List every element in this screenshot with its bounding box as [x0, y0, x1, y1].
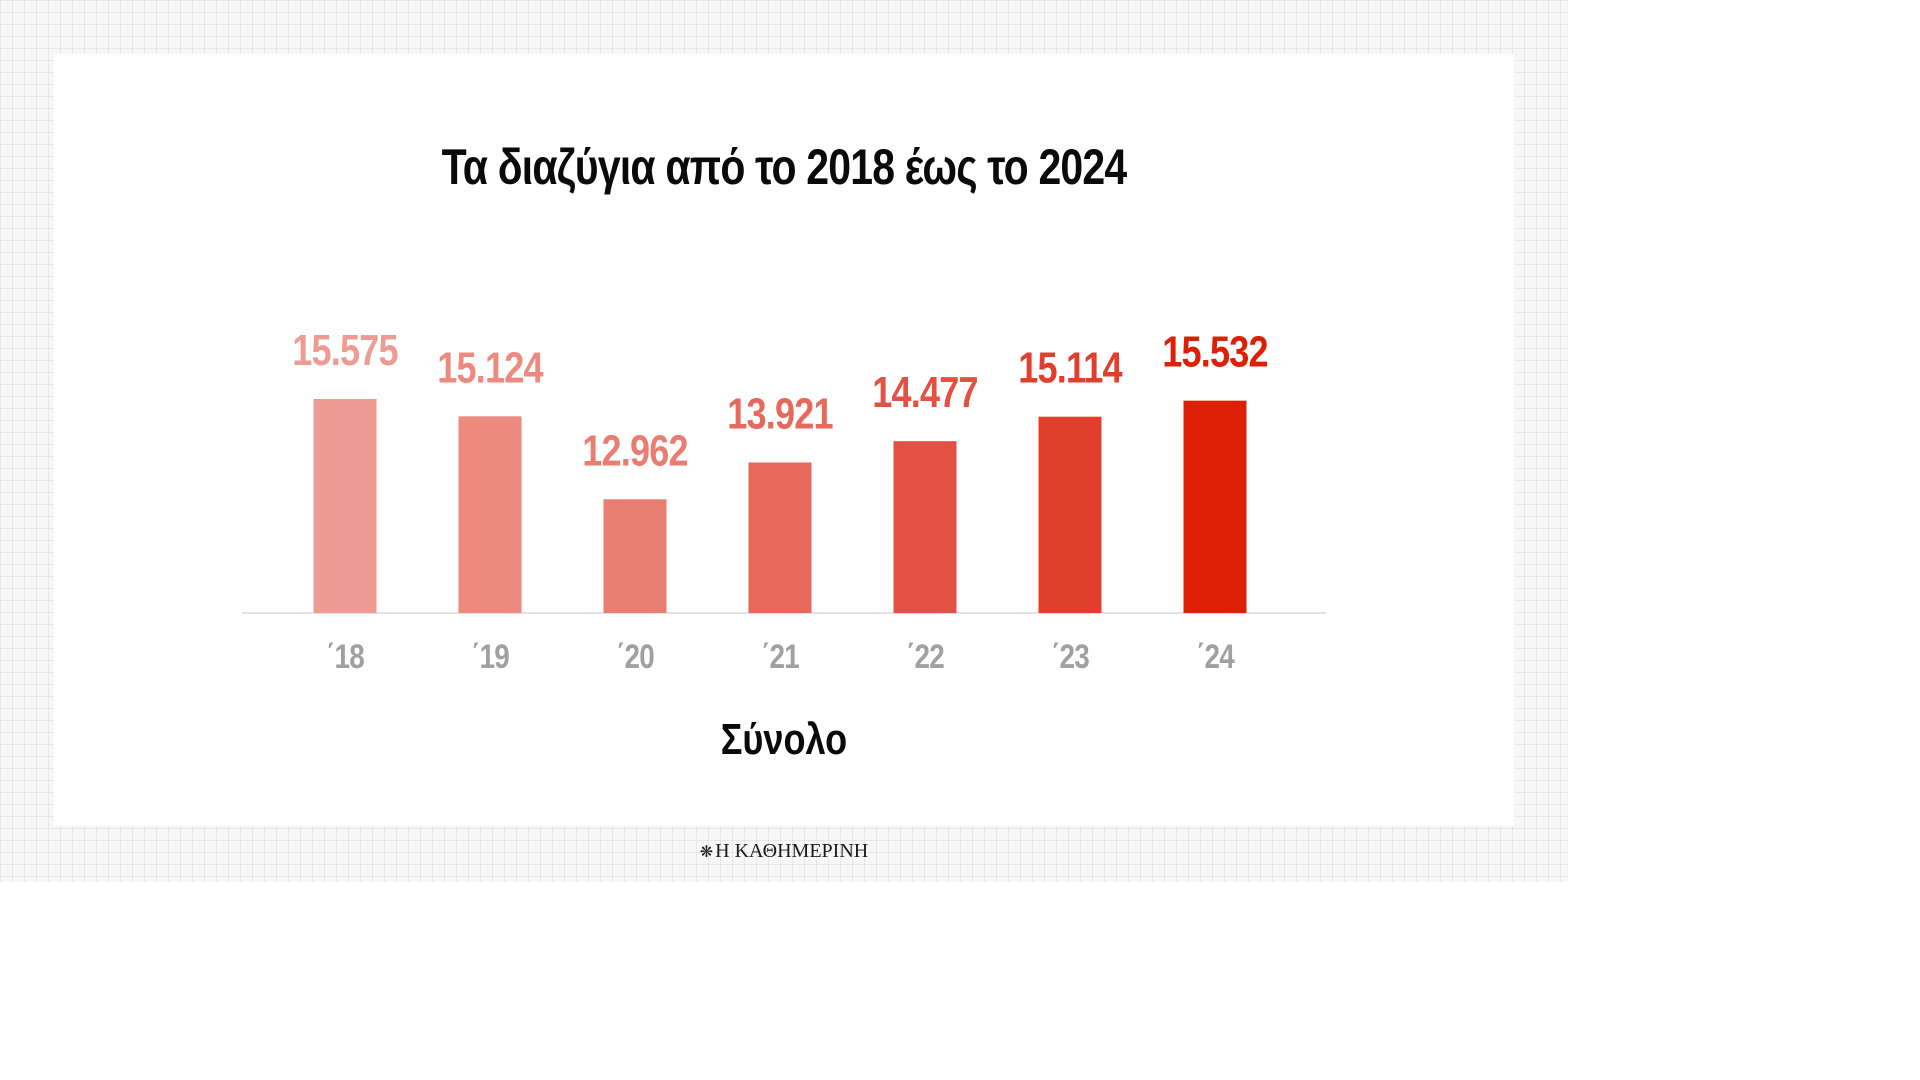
- bar: [1038, 416, 1102, 613]
- chart-panel: [54, 54, 1514, 826]
- brand-name: Η ΚΑΘΗΜΕΡΙΝΗ: [715, 840, 869, 862]
- bar: [603, 499, 667, 613]
- owl-icon: ❋: [699, 844, 714, 861]
- bar: [893, 441, 957, 613]
- value-label: 12.962: [582, 426, 687, 475]
- bar: [1183, 400, 1247, 613]
- tick-label: ΄20: [616, 637, 654, 675]
- value-label: 15.124: [437, 343, 544, 392]
- value-label: 15.532: [1162, 327, 1267, 376]
- chart-title: Τα διαζύγια από το 2018 έως το 2024: [441, 139, 1128, 195]
- value-label: 15.575: [292, 326, 398, 375]
- tick-label: ΄18: [326, 637, 364, 675]
- bar: [748, 462, 812, 613]
- tick-label: ΄19: [471, 637, 509, 675]
- tick-label: ΄22: [906, 637, 944, 675]
- value-label: 15.114: [1018, 343, 1123, 392]
- x-axis-label: Σύνολο: [720, 715, 848, 764]
- tick-label: ΄24: [1196, 637, 1235, 675]
- tick-label: ΄21: [761, 637, 799, 675]
- brand-logo: ❋ Η ΚΑΘΗΜΕΡΙΝΗ: [0, 840, 1568, 863]
- bar: [313, 399, 377, 613]
- value-label: 13.921: [727, 389, 833, 438]
- bar-chart: 15.575 ΄18 15.124 ΄19 12.962 ΄20 13.921 ΄21 14.4…: [242, 326, 1326, 676]
- tick-label: ΄23: [1051, 637, 1089, 675]
- value-label: 14.477: [872, 368, 977, 417]
- bar: [458, 416, 522, 613]
